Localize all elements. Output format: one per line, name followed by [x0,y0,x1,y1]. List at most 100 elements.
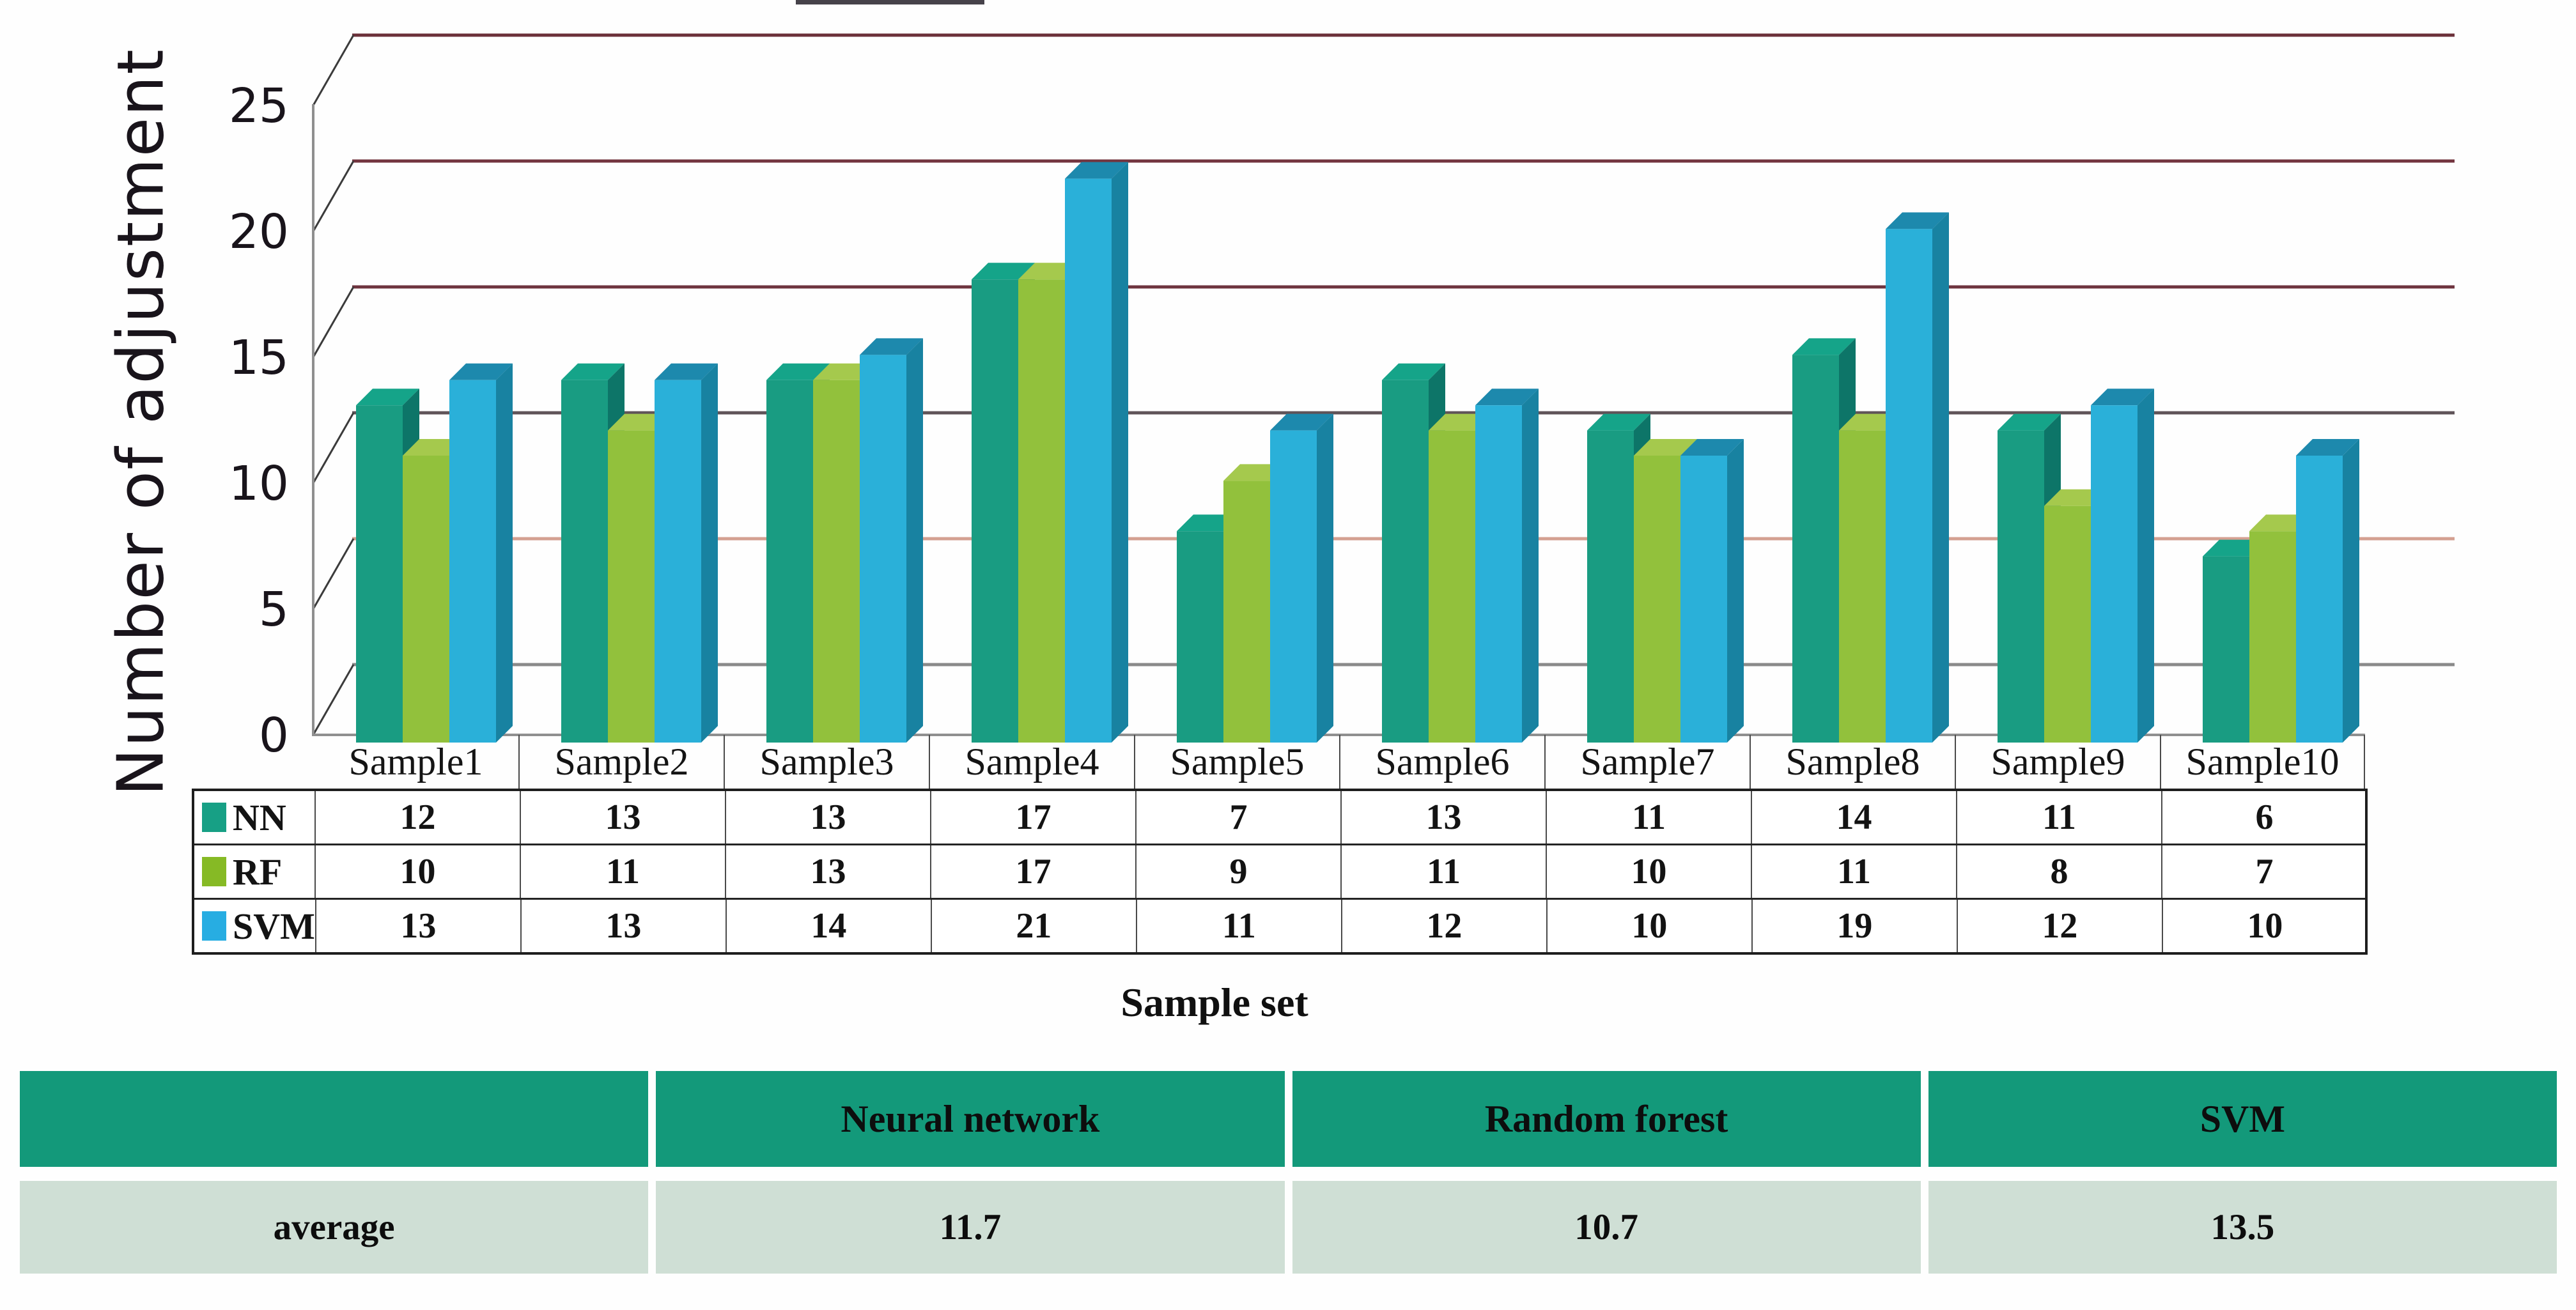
summary-value-neural-network: 11.7 [656,1181,1285,1274]
bar-svm-sample9 [2091,389,2154,743]
bar-front-face [1223,481,1270,743]
legend-item-nn: NN [194,791,314,844]
bar-front-face [356,405,403,743]
category-label-sample3: Sample3 [724,735,929,789]
bar-svm-sample2 [655,363,718,743]
value-nn-sample9: 11 [1956,791,2161,844]
legend-label-svm: SVM [233,905,315,947]
value-nn-sample1: 12 [314,791,520,844]
legend-swatch-nn [202,803,226,832]
bar-side-face [2343,439,2359,743]
value-rf-sample2: 11 [520,845,725,898]
bar-top-face [1382,363,1445,380]
legend-label-nn: NN [233,796,286,838]
category-label-sample5: Sample5 [1134,735,1339,789]
y-axis-title: Number of adjustment [38,48,243,796]
bar-front-face [1886,229,1932,743]
bar-front-face [1270,430,1317,743]
bar-front-face [2203,556,2249,743]
legend-swatch-svm [202,911,226,941]
chart-data-table: NN 12 13 13 17 7 13 11 14 11 6 RF 10 11 13 17 9 11 10 11 8 7 S… [192,789,2368,955]
y-axis-title-text: Number of adjustment [103,47,178,796]
legend-label-rf: RF [233,851,283,893]
bar-front-face [2249,531,2296,743]
bar-side-face [906,338,923,743]
bar-top-face [860,338,923,355]
bar-top-face [1475,389,1539,406]
summary-value-svm: 13.5 [1928,1181,2557,1274]
bar-side-face [1522,389,1539,743]
value-nn-sample5: 7 [1135,791,1340,844]
legend-item-rf: RF [194,845,314,898]
category-label-sample7: Sample7 [1544,735,1750,789]
category-label-sample4: Sample4 [929,735,1134,789]
summary-header-neural-network: Neural network [656,1071,1285,1167]
bar-top-face [2296,439,2359,456]
value-rf-sample5: 9 [1135,845,1340,898]
category-label-sample1: Sample1 [348,740,483,783]
gridline-connector-20 [312,160,355,232]
bar-side-face [1317,413,1333,743]
bar-svm-sample4 [1065,162,1128,743]
summary-value-random-forest: 10.7 [1292,1181,1921,1274]
bar-front-face [2044,505,2091,743]
bar-svm-sample10 [2296,439,2359,743]
bar-front-face [1587,430,1634,743]
value-svm-sample1: 13 [314,900,520,952]
bar-side-face [2138,389,2154,743]
bar-svm-sample6 [1475,389,1539,743]
bar-top-face [655,363,718,380]
summary-row-label: average [20,1181,649,1274]
value-svm-sample9: 12 [1956,900,2162,952]
bar-top-face [1270,413,1333,431]
bar-chart: 0 5 10 15 20 25 [229,33,2455,763]
bar-front-face [2091,405,2138,743]
table-row-svm: SVM 13 13 14 21 11 12 10 19 12 10 [194,898,2365,952]
bar-top-face [1587,413,1650,431]
value-svm-sample8: 19 [1751,900,1957,952]
summary-header-svm: SVM [1928,1071,2557,1167]
legend-swatch-rf [202,857,226,886]
value-nn-sample7: 11 [1546,791,1751,844]
y-tick-label-0: 0 [259,708,289,763]
bar-side-face [1932,212,1949,743]
cropped-title-remnant [796,0,984,4]
bar-top-face [766,363,830,380]
value-rf-sample6: 11 [1340,845,1546,898]
value-nn-sample2: 13 [520,791,725,844]
bar-top-face [1065,162,1128,179]
gridline-connector-25 [312,35,355,106]
bar-top-face [1634,439,1697,456]
bar-side-face [1727,439,1744,743]
bar-top-face [1792,338,1856,355]
bar-svm-sample1 [449,363,513,743]
bar-front-face [860,355,906,743]
summary-header-empty [20,1071,649,1167]
bar-side-face [1112,162,1128,743]
value-svm-sample7: 10 [1546,900,1751,952]
bar-top-face [561,363,625,380]
bar-svm-sample7 [1680,439,1744,743]
bar-top-face [1680,439,1744,456]
gridline-connector-10 [312,412,355,484]
bar-front-face [608,430,655,743]
table-row-nn: NN 12 13 13 17 7 13 11 14 11 6 [194,791,2365,844]
value-rf-sample7: 10 [1546,845,1751,898]
bar-top-face [1886,212,1949,229]
category-label-sample9: Sample9 [1955,735,2160,789]
bar-svm-sample8 [1886,212,1949,743]
bar-front-face [449,380,496,743]
bar-front-face [1065,178,1112,743]
legend-item-svm: SVM [194,900,315,952]
category-label-sample6: Sample6 [1339,735,1544,789]
bar-front-face [1018,279,1065,743]
value-svm-sample5: 11 [1135,900,1341,952]
bar-side-face [496,363,513,743]
bar-svm-sample3 [860,338,923,743]
value-rf-sample1: 10 [314,845,520,898]
x-axis-title: Sample set [1121,980,1308,1025]
value-rf-sample9: 8 [1956,845,2161,898]
bar-front-face [403,456,449,743]
bar-front-face [1382,380,1429,743]
